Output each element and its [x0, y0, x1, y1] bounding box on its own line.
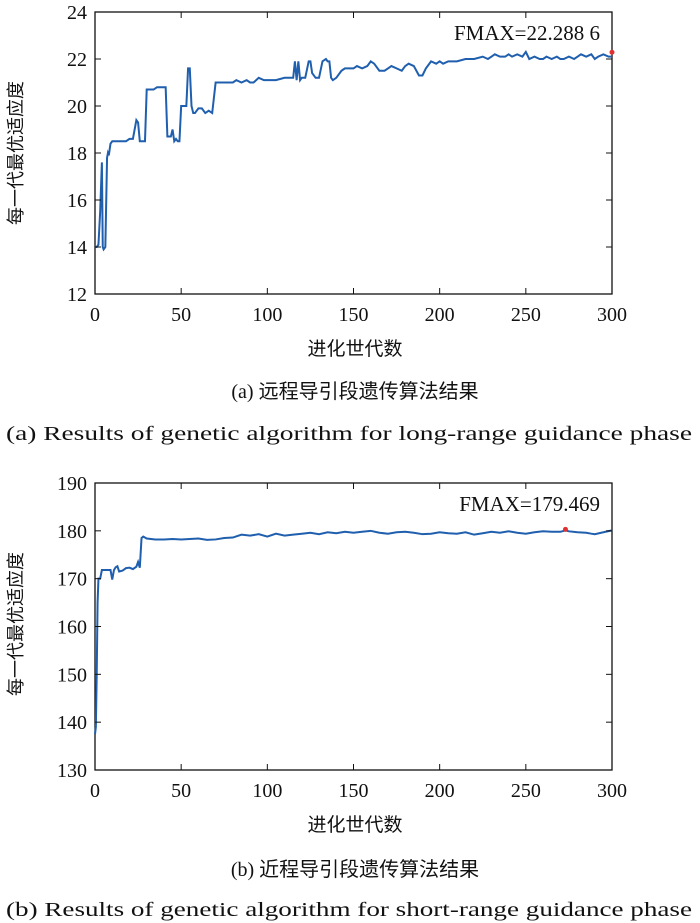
a-x-tick-label: 100: [252, 304, 282, 326]
a-y-tick-label: 24: [67, 2, 87, 24]
chart-a-caption-zh: (a) 远程导引段遗传算法结果: [231, 380, 478, 403]
chart-a-long-range: 0 50 100 150 200 250 300 12 14 16 18 20 22 24 FMAX=2…: [6, 2, 692, 445]
a-x-tick-label: 50: [171, 304, 191, 326]
chart-b-caption-zh: (b) 近程导引段遗传算法结果: [231, 858, 479, 881]
chart-b-caption-en: (b) Results of genetic algorithm for sho…: [6, 899, 692, 921]
b-x-tick-label: 150: [339, 780, 369, 802]
b-x-tick-label: 200: [425, 780, 455, 802]
chart-b-y-axis-label: 每一代最优适应度: [6, 552, 27, 696]
chart-a-caption-en: (a) Results of genetic algorithm for lon…: [6, 423, 692, 445]
b-axes-frame: [94, 482, 613, 771]
b-y-tick-label: 180: [57, 521, 87, 543]
chart-a-y-axis-label: 每一代最优适应度: [6, 81, 27, 225]
a-y-tick-label: 16: [67, 190, 87, 212]
chart-a-x-axis-label: 进化世代数: [307, 338, 402, 360]
chart-a-fitness-line: [95, 50, 612, 252]
b-y-tick-label: 150: [57, 664, 87, 686]
a-axes-frame: [94, 11, 613, 295]
b-x-tick-label: 250: [511, 780, 541, 802]
a-x-tick-label: 250: [511, 304, 541, 326]
b-y-tick-label: 170: [57, 569, 87, 591]
b-x-tick-label: 0: [90, 780, 100, 802]
b-y-tick-label: 190: [57, 473, 87, 495]
b-x-tick-label: 300: [597, 780, 627, 802]
b-y-tick-label: 140: [57, 712, 87, 734]
chart-a-x-ticks: 0 50 100 150 200 250 300: [90, 12, 627, 326]
chart-a-plot-area: [94, 11, 613, 295]
b-y-tick-label: 160: [57, 617, 87, 639]
chart-a-y-ticks: 12 14 16 18 20 22 24: [67, 2, 612, 306]
chart-b-short-range: 0 50 100 150 200 250 300 130 140 150 160 170 180 190…: [6, 473, 692, 921]
a-x-tick-label: 200: [425, 304, 455, 326]
b-x-tick-label: 50: [171, 780, 191, 802]
chart-b-y-ticks: 130 140 150 160 170 180 190: [57, 473, 612, 782]
chart-b-fmax-annotation: FMAX=179.469: [459, 492, 600, 516]
a-x-tick-label: 0: [90, 304, 100, 326]
chart-b-plot-area: [94, 482, 613, 771]
a-y-tick-label: 12: [67, 284, 87, 306]
b-y-tick-label: 130: [57, 760, 87, 782]
a-y-tick-label: 20: [67, 96, 87, 118]
chart-b-x-ticks: 0 50 100 150 200 250 300: [90, 483, 627, 802]
chart-b-max-marker: [562, 526, 568, 532]
chart-a-max-marker: [609, 49, 615, 55]
a-x-tick-label: 300: [597, 304, 627, 326]
chart-b-fitness-line: [94, 529, 613, 735]
a-x-tick-label: 150: [339, 304, 369, 326]
a-y-tick-label: 22: [67, 49, 87, 71]
b-x-tick-label: 100: [252, 780, 282, 802]
a-y-tick-label: 14: [67, 237, 87, 259]
a-y-tick-label: 18: [67, 143, 87, 165]
chart-b-x-axis-label: 进化世代数: [307, 814, 402, 836]
chart-a-fmax-annotation: FMAX=22.288 6: [454, 21, 600, 45]
